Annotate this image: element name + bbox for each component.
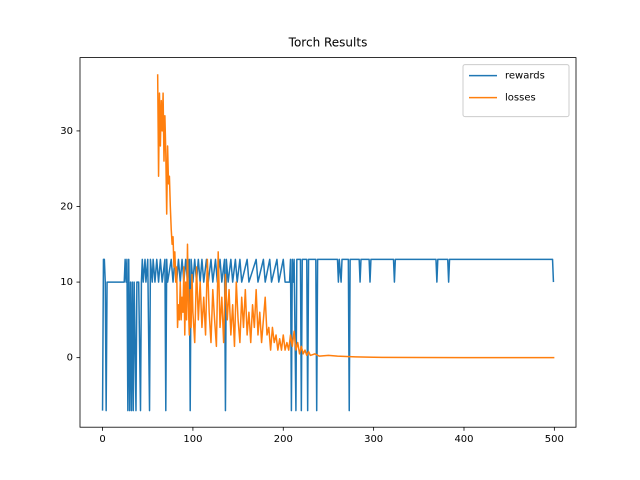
y-tick-label: 0	[67, 353, 73, 364]
x-tick-label: 300	[364, 434, 383, 445]
chart-title: Torch Results	[288, 36, 368, 50]
legend-label: rewards	[505, 71, 545, 82]
x-tick-label: 500	[545, 434, 564, 445]
x-tick-label: 400	[454, 434, 473, 445]
plot-frame	[79, 57, 577, 428]
x-tick-label: 200	[274, 434, 293, 445]
y-tick-label: 10	[60, 277, 73, 288]
x-tick-label: 0	[99, 434, 105, 445]
legend-box	[462, 64, 570, 118]
line-series	[156, 74, 555, 359]
legend-label: losses	[505, 93, 536, 104]
x-tick-label: 100	[183, 434, 202, 445]
y-tick-label: 20	[60, 201, 73, 212]
y-tick-label: 30	[60, 126, 73, 137]
